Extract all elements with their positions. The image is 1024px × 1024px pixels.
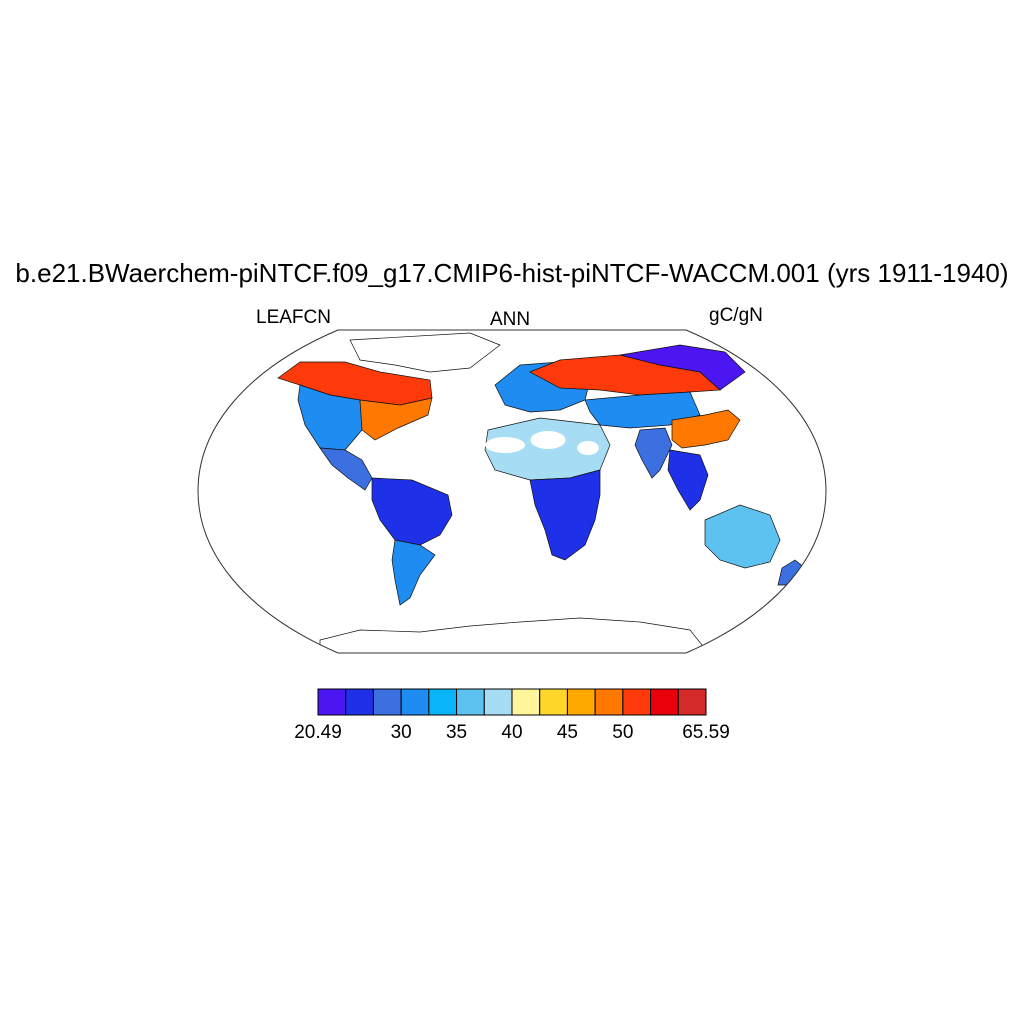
colorbar-tick-label: 20.49	[294, 722, 342, 743]
colorbar-swatch	[677, 688, 707, 716]
land-region-india	[634, 427, 673, 479]
land-region-east-china	[671, 409, 741, 449]
colorbar-swatch	[317, 688, 347, 716]
land-region-antarctica	[319, 617, 711, 653]
land-region-arctic-canada-greenland	[349, 332, 501, 373]
desert-patch	[485, 437, 525, 453]
colorbar-tick-label: 40	[501, 722, 523, 743]
variable-label: LEAFCN	[256, 307, 331, 328]
land-region-southeast-asia	[667, 449, 709, 511]
land-region-siberia	[619, 344, 746, 391]
colorbar-swatch	[428, 688, 458, 716]
colorbar-swatch	[345, 688, 374, 716]
colorbar-swatch	[372, 688, 402, 716]
colorbar-swatch	[539, 688, 568, 716]
desert-patch	[530, 431, 566, 449]
land-region-eastern-united-states	[359, 397, 433, 441]
land-region-sub-saharan-africa	[529, 469, 601, 561]
colorbar-swatch	[511, 688, 541, 716]
colorbar-tick-label: 45	[556, 722, 578, 743]
land-region-amazon	[371, 477, 453, 546]
desert-patch	[577, 441, 599, 455]
land-region-australia	[704, 504, 781, 569]
colorbar-swatch	[566, 688, 596, 716]
colorbar-tick-label: 65.59	[682, 722, 730, 743]
land-region-central-asia	[584, 391, 701, 429]
colorbar-swatch	[456, 688, 485, 716]
colorbar-swatch	[483, 688, 513, 716]
season-label: ANN	[490, 309, 531, 330]
globe-outline	[197, 329, 827, 654]
land-region-central-america	[319, 447, 373, 491]
units-label: gC/gN	[709, 305, 763, 326]
colorbar-tick-label: 35	[445, 722, 468, 743]
colorbar-swatch	[622, 688, 652, 716]
colorbar-tick-label: 30	[390, 722, 412, 743]
colorbar-swatch	[650, 688, 679, 716]
land-layer	[277, 332, 806, 653]
colorbar-swatch	[594, 688, 624, 716]
land-region-southern-south-america	[391, 539, 436, 606]
colorbar-swatch	[400, 688, 430, 716]
land-region-new-zealand	[777, 559, 806, 586]
colorbar	[317, 688, 707, 716]
colorbar-tick-label: 50	[612, 722, 634, 743]
map-title: b.e21.BWaerchem-piNTCF.f09_g17.CMIP6-his…	[15, 258, 1009, 288]
